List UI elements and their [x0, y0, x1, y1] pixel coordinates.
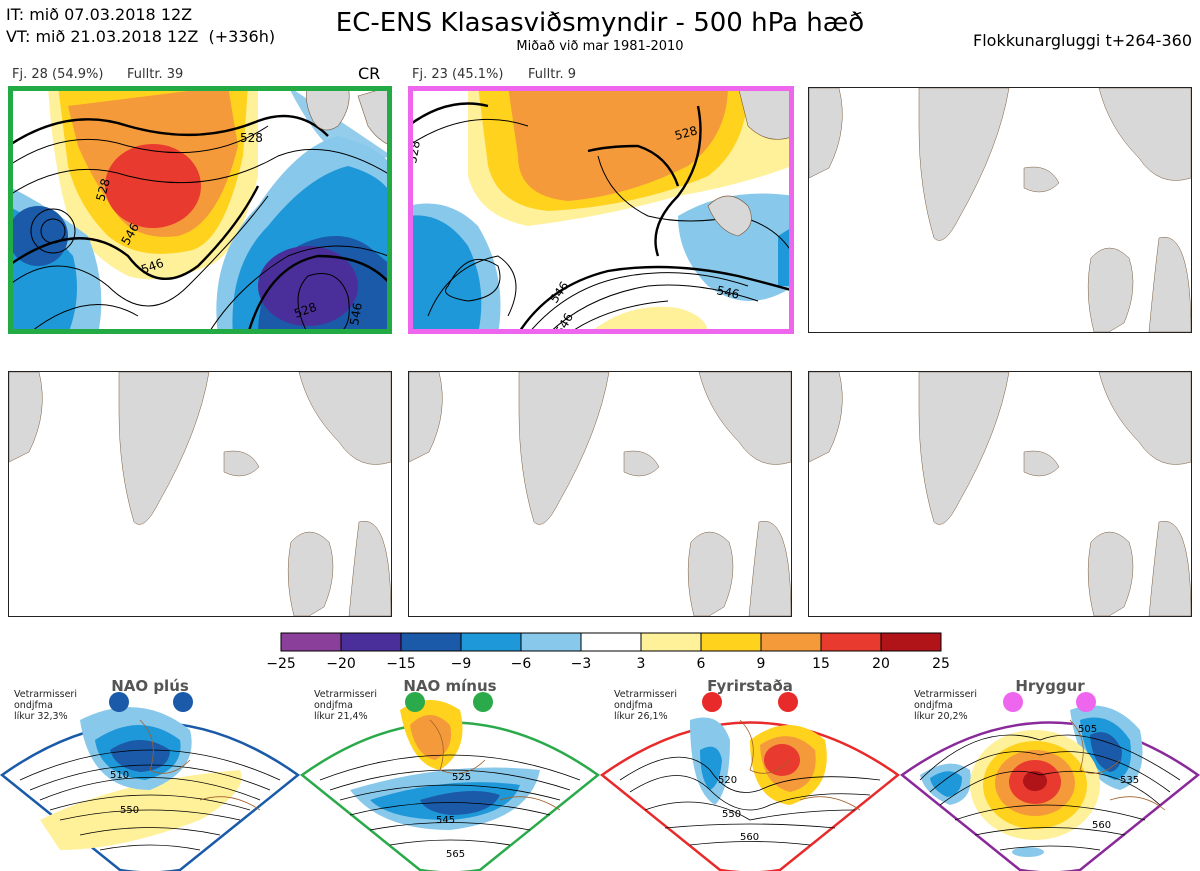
colorbar-segment: [400, 632, 462, 652]
colorbar-tick-label: 25: [932, 656, 950, 672]
regime-contour-label: 550: [120, 805, 139, 816]
colorbar-segment: [520, 632, 582, 652]
colorbar-segment: [280, 632, 342, 652]
regime-name: Hryggur: [1015, 677, 1085, 695]
page-subtitle: Miðað við mar 1981-2010: [516, 39, 684, 54]
colorbar-tick-label: −6: [510, 656, 532, 672]
cluster-2-border: [408, 86, 794, 334]
empty-map-panel: [808, 87, 1192, 333]
colorbar-tick-label: 3: [636, 656, 646, 672]
regime-name: Fyrirstaða: [707, 677, 793, 695]
colorbar-tick-label: 9: [756, 656, 766, 672]
colorbar-tick-label: −3: [570, 656, 592, 672]
empty-map-panel: [8, 371, 392, 617]
regime-contour-label: 560: [740, 832, 759, 843]
empty-map-panel: [808, 371, 1192, 617]
colorbar-tick-label: −25: [266, 656, 296, 672]
colorbar-segment: [820, 632, 882, 652]
cluster-1-contour-label: 528: [240, 131, 263, 145]
regime-note: Vetrarmisseri ondjfma líkur 26,1%: [614, 689, 677, 722]
regime-contour-label: 535: [1120, 775, 1139, 786]
regime-marker: [778, 692, 798, 712]
regime-contour-label: 520: [718, 775, 737, 786]
regime-note: Vetrarmisseri ondjfma líkur 20,2%: [914, 689, 977, 722]
cluster-2-fulltr: Fulltr. 9: [528, 67, 577, 82]
regime-contour-label: 525: [452, 772, 471, 783]
cluster-1-tag: CR: [358, 64, 381, 83]
header-info: IT: mið 07.03.2018 12Z VT: mið 21.03.201…: [6, 4, 275, 48]
regime-note: Vetrarmisseri ondjfma líkur 21,4%: [314, 689, 377, 722]
colorbar-tick-label: 20: [872, 656, 890, 672]
colorbar-tick-label: 15: [812, 656, 830, 672]
regime-marker: [405, 692, 425, 712]
colorbar-segment: [880, 632, 942, 652]
cluster-1-count: Fj. 28 (54.9%): [12, 67, 104, 82]
cluster-2-contour-label: 528: [673, 123, 699, 142]
colorbar-segment: [760, 632, 822, 652]
cluster-2-count: Fj. 23 (45.1%): [412, 67, 504, 82]
cluster-1-map[interactable]: 528 528 546 546 528 546: [8, 86, 392, 334]
regime-marker: [702, 692, 722, 712]
regime-name: NAO mínus: [403, 677, 497, 695]
regime-nao-plus[interactable]: 510 550 NAO plús Vetrarmisseri ondjfma lík…: [0, 677, 300, 871]
regime-marker: [173, 692, 193, 712]
colorbar-tick-label: 6: [696, 656, 706, 672]
classification-window: Flokkunargluggi t+264-360: [973, 31, 1192, 50]
colorbar-segment: [580, 632, 642, 652]
colorbar-segment: [640, 632, 702, 652]
colorbar-segment: [700, 632, 762, 652]
regime-marker: [473, 692, 493, 712]
colorbar-tick-label: −20: [326, 656, 356, 672]
colorbar-tick-label: −15: [386, 656, 416, 672]
regime-contour-label: 505: [1078, 724, 1097, 735]
cluster-1-contour-label: 528: [93, 177, 112, 203]
regime-fyrirstada[interactable]: 520 550 560 Fyrirstaða Vetrarmisseri ondj…: [600, 677, 900, 871]
regime-note: Vetrarmisseri ondjfma líkur 32,3%: [14, 689, 77, 722]
regime-contour-label: 565: [446, 849, 465, 860]
regime-marker: [1003, 692, 1023, 712]
colorbar-tick-label: −9: [450, 656, 472, 672]
colorbar-segment: [340, 632, 402, 652]
empty-map-panel: [408, 371, 792, 617]
regime-hryggur[interactable]: 505 535 560 Hryggur Vetrarmisseri ondjfma…: [900, 677, 1200, 871]
regime-contour-label: 545: [436, 815, 455, 826]
page-title: EC-ENS Klasasviðsmyndir - 500 hPa hæð: [335, 8, 865, 38]
cluster-2-map[interactable]: 528 528 546 546 546: [408, 86, 794, 334]
initial-time: IT: mið 07.03.2018 12Z: [6, 5, 193, 24]
colorbar: [280, 632, 942, 656]
regime-marker: [109, 692, 129, 712]
regime-contour-label: 550: [722, 809, 741, 820]
cluster-2-contour-label: 546: [715, 283, 740, 301]
regime-contour-label: 560: [1092, 820, 1111, 831]
valid-time: VT: mið 21.03.2018 12Z (+336h): [6, 27, 276, 46]
cluster-1-fulltr: Fulltr. 39: [127, 67, 184, 82]
regime-nao-minus[interactable]: 525 545 565 NAO mínus Vetrarmisseri ondjf…: [300, 677, 600, 871]
regime-marker: [1076, 692, 1096, 712]
regime-name: NAO plús: [111, 677, 189, 695]
colorbar-segment: [460, 632, 522, 652]
cluster-1-border: [8, 86, 392, 334]
cluster-1-contour-label: 546: [347, 302, 365, 327]
regime-contour-label: 510: [110, 770, 129, 781]
